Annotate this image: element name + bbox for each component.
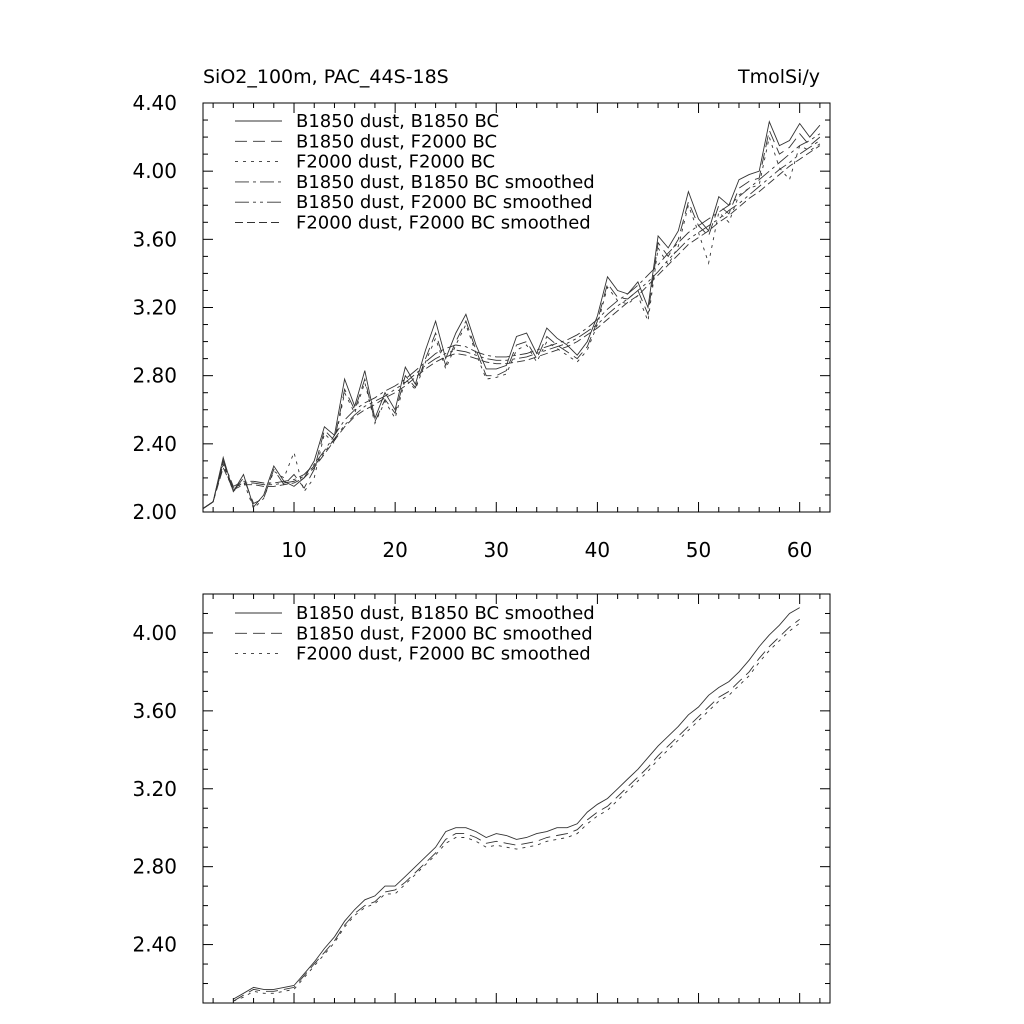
chart-1-legend-label: B1850 dust, F2000 BC smoothed [296, 623, 593, 644]
chart-1-y-tick-label: 2.80 [132, 855, 177, 879]
chart-0-legend-label: B1850 dust, F2000 BC [296, 131, 497, 152]
chart-0-y-tick-label: 2.00 [132, 500, 177, 524]
chart-1-y-tick-label: 4.00 [132, 621, 177, 645]
chart-0-y-tick-label: 3.60 [132, 227, 177, 251]
chart-0-y-tick-label: 2.40 [132, 432, 177, 456]
chart-0-y-tick-label: 3.20 [132, 296, 177, 320]
chart-0-legend-label: B1850 dust, B1850 BC smoothed [296, 172, 595, 193]
chart-0-unit-label: TmolSi/y [737, 66, 820, 88]
chart-0-y-tick-label: 4.40 [132, 91, 177, 115]
chart-0-y-tick-label: 4.00 [132, 159, 177, 183]
chart-0-series-line-4 [203, 133, 821, 509]
chart-0-legend-label: B1850 dust, F2000 BC smoothed [296, 192, 593, 213]
chart-1-y-tick-label: 2.40 [132, 933, 177, 957]
chart-1-y-tick-label: 3.20 [132, 777, 177, 801]
chart-1-series-line-3 [233, 622, 800, 1002]
chart-0-x-tick-label: 20 [382, 538, 407, 562]
bottom-panel: 2.40 2.80 3.20 3.60 4.00 B1850 dust, B1850 BC… [132, 593, 831, 1004]
chart-0-series-line-1 [203, 120, 821, 509]
chart-0-series-line-3 [203, 135, 821, 510]
chart-0-series-line-2 [203, 128, 821, 509]
chart-0-legend-label: F2000 dust, F2000 BC [296, 152, 495, 173]
chart-1-series-line-2 [233, 618, 800, 1002]
chart-0-x-tick-label: 50 [686, 538, 711, 562]
chart-1-legend-label: F2000 dust, F2000 BC smoothed [296, 644, 591, 665]
chart-0-x-tick-label: 60 [787, 538, 812, 562]
chart-0-series-line-6 [203, 145, 821, 509]
chart-1-series-line-1 [233, 607, 800, 1000]
chart-0-x-tick-label: 40 [585, 538, 610, 562]
chart-0-legend-label: B1850 dust, B1850 BC [296, 111, 499, 132]
chart-0-legend-label: F2000 dust, F2000 BC smoothed [296, 213, 591, 234]
top-panel: 2.00 2.40 2.80 3.20 3.60 4.00 4.40 10 20 30 40 50 60… [132, 66, 831, 562]
chart-1-legend-label: B1850 dust, B1850 BC smoothed [296, 603, 595, 624]
chart-0-y-tick-label: 2.80 [132, 364, 177, 388]
chart-0-title: SiO2_100m, PAC_44S-18S [203, 66, 449, 88]
chart-0-x-tick-label: 10 [281, 538, 306, 562]
chart-0-x-tick-label: 30 [484, 538, 509, 562]
chart-1-y-tick-label: 3.60 [132, 699, 177, 723]
